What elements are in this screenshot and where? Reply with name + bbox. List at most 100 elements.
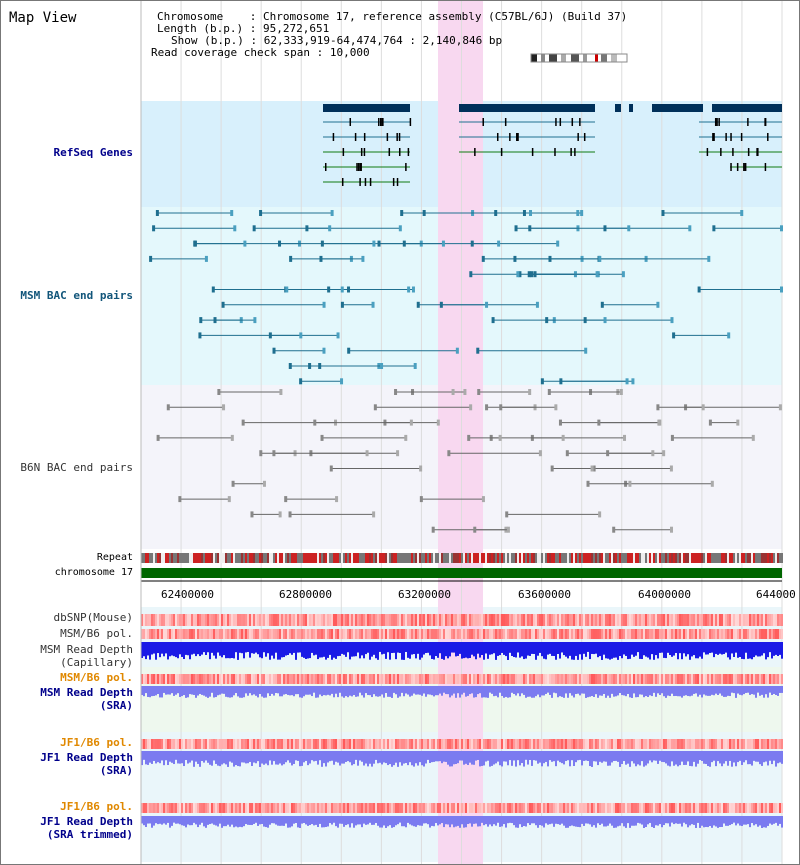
repeat-segment — [665, 553, 667, 563]
msm-depth-cap-bar — [629, 642, 631, 659]
msm-b6-pol-2-heat — [767, 674, 769, 684]
msm-b6-pol-heat — [421, 629, 423, 639]
jf1-depth-sra-bar — [737, 751, 739, 763]
jf1-b6-pol-heat — [437, 739, 439, 749]
msm-b6-pol-heat — [213, 629, 215, 639]
jf1-depth-trim-bar — [715, 816, 717, 827]
msm-b6-pol-2-heat — [781, 674, 783, 684]
jf1-b6-pol-2-heat — [375, 803, 377, 813]
dbsnp-heat — [297, 614, 299, 626]
jf1-b6-pol-heat — [521, 739, 523, 749]
bac-end-marker — [372, 511, 376, 518]
msm-depth-sra-bar — [313, 686, 315, 693]
jf1-depth-trim-bar — [741, 816, 743, 827]
msm-depth-cap-bar — [637, 642, 639, 653]
msm-b6-pol-heat — [377, 629, 379, 639]
jf1-b6-pol-heat — [471, 739, 473, 749]
dbsnp-heat — [521, 614, 523, 626]
msm-b6-pol-heat — [427, 629, 429, 639]
msm-depth-cap-bar — [437, 642, 439, 658]
jf1-depth-trim-bar — [215, 816, 217, 826]
dbsnp-heat — [447, 614, 449, 626]
msm-b6-pol-2-heat — [149, 674, 151, 684]
jf1-b6-pol-2-heat — [151, 803, 153, 813]
msm-depth-sra-bar — [451, 686, 453, 696]
gene-block — [323, 104, 410, 112]
jf1-depth-trim-bar — [597, 816, 599, 824]
repeat-segment — [565, 553, 567, 563]
msm-b6-pol-heat — [241, 629, 243, 639]
msm-depth-cap-bar — [235, 642, 237, 653]
jf1-depth-trim-bar — [247, 816, 249, 825]
msm-depth-sra-bar — [453, 686, 455, 694]
dbsnp-heat — [453, 614, 455, 626]
msm-b6-pol-heat — [381, 629, 383, 639]
msm-depth-sra-bar — [755, 686, 757, 698]
repeat-segment — [177, 553, 179, 563]
repeat-segment — [193, 553, 195, 563]
jf1-b6-pol-heat — [513, 739, 515, 749]
dbsnp-heat — [147, 614, 149, 626]
jf1-b6-pol-heat — [291, 739, 293, 749]
msm-depth-sra-bar — [591, 686, 593, 697]
bac-end-marker — [584, 347, 588, 354]
repeat-segment — [155, 553, 157, 563]
jf1-b6-pol-heat — [537, 739, 539, 749]
jf1-b6-pol-heat — [679, 739, 681, 749]
msm-b6-pol-2-heat — [371, 674, 373, 684]
jf1-depth-trim-bar — [155, 816, 157, 824]
jf1-depth-sra-bar — [323, 751, 325, 764]
msm-depth-sra-bar — [169, 686, 171, 695]
jf1-b6-pol-heat — [547, 739, 549, 749]
msm-b6-pol-heat — [537, 629, 539, 639]
jf1-depth-trim-bar — [497, 816, 499, 823]
msm-b6-pol-2-heat — [385, 674, 387, 684]
msm-depth-sra-bar — [199, 686, 201, 694]
msm-depth-cap-bar — [167, 642, 169, 660]
jf1-b6-pol-heat — [339, 739, 341, 749]
msm-b6-pol-heat — [559, 629, 561, 639]
jf1-depth-sra-bar — [715, 751, 717, 767]
msm-depth-cap-bar — [453, 642, 455, 653]
msm-depth-cap-bar — [409, 642, 411, 659]
dbsnp-heat — [629, 614, 631, 626]
jf1-b6-pol-heat — [221, 739, 223, 749]
jf1-b6-pol-heat — [725, 739, 727, 749]
jf1-depth-trim-bar — [239, 816, 241, 827]
jf1-depth-sra-bar — [703, 751, 705, 764]
jf1-depth-sra-bar — [569, 751, 571, 767]
jf1-depth-trim-bar — [309, 816, 311, 826]
msm-b6-pol-2-heat — [399, 674, 401, 684]
msm-b6-pol-2-heat — [513, 674, 515, 684]
msm-depth-sra-bar — [651, 686, 653, 697]
dbsnp-heat — [285, 614, 287, 626]
dbsnp-heat — [731, 614, 733, 626]
exon-mark — [500, 148, 503, 156]
jf1-depth-trim-bar — [151, 816, 153, 828]
bac-end-marker — [669, 465, 673, 472]
repeat-segment — [375, 553, 377, 563]
msm-depth-cap-bar — [209, 642, 211, 660]
jf1-b6-pol-heat — [555, 739, 557, 749]
jf1-b6-pol-2-heat — [355, 803, 357, 813]
msm-depth-sra-bar — [513, 686, 515, 694]
msm-b6-pol-heat — [477, 629, 479, 639]
jf1-b6-pol-2-heat — [161, 803, 163, 813]
repeat-segment — [401, 553, 403, 563]
msm-b6-pol-heat — [455, 629, 457, 639]
jf1-depth-sra-bar — [399, 751, 401, 763]
msm-b6-pol-heat — [773, 629, 775, 639]
repeat-segment — [695, 553, 697, 563]
msm-depth-cap-bar — [457, 642, 459, 656]
dbsnp-heat — [455, 614, 457, 626]
repeat-label: Repeat — [96, 552, 133, 563]
jf1-depth-sra-bar — [657, 751, 659, 764]
msm-b6-pol-heat — [627, 629, 629, 639]
msm-depth-cap-bar — [581, 642, 583, 660]
msm-depth-sra-bar — [163, 686, 165, 693]
msm-b6-pol-2-heat — [419, 674, 421, 684]
jf1-b6-pol-2-heat — [241, 803, 243, 813]
jf1-depth-sra-bar — [553, 751, 555, 762]
msm-depth-cap-bar — [187, 642, 189, 656]
